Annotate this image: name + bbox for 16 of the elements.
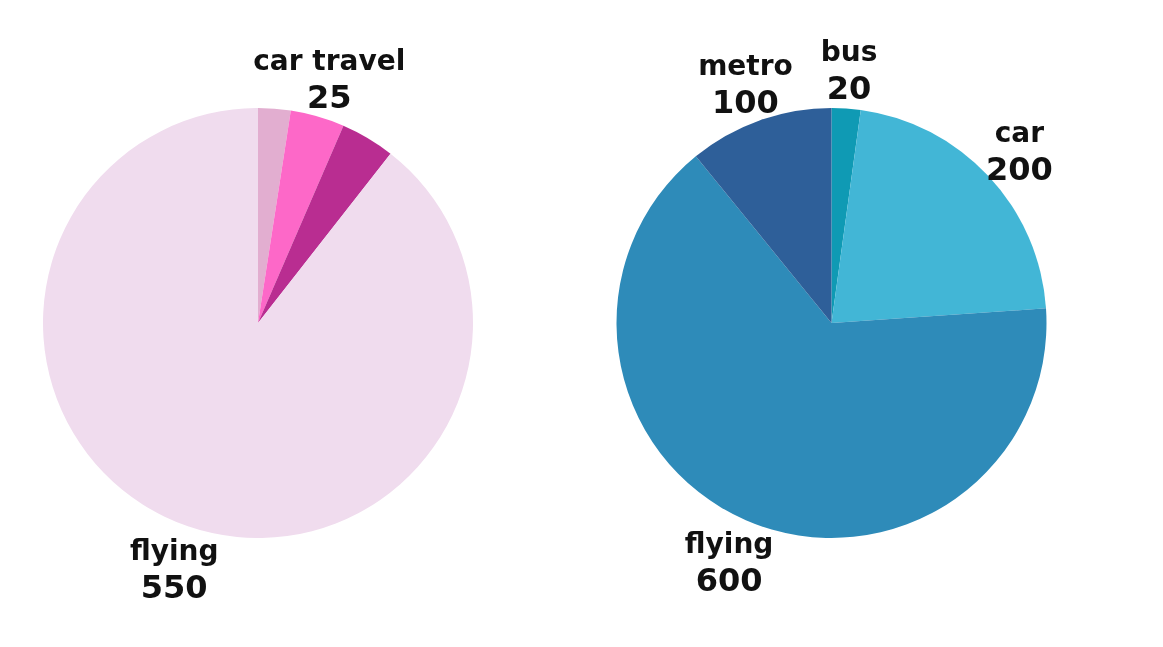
pie-slice xyxy=(43,108,473,538)
data-label: 200 xyxy=(985,149,1053,188)
data-label: 100 xyxy=(712,82,779,121)
data-label: 550 xyxy=(140,567,208,606)
slice-label: metro xyxy=(698,48,793,82)
pie-slice xyxy=(258,125,391,323)
data-label: 600 xyxy=(695,560,763,599)
data-label: 25 xyxy=(306,78,352,117)
slice-label: car xyxy=(994,115,1045,149)
slice-label: flying xyxy=(129,533,219,567)
slice-label: car travel xyxy=(253,44,406,78)
pie-slice xyxy=(258,108,291,323)
data-label: 20 xyxy=(826,68,872,107)
pie-slice xyxy=(258,110,344,323)
slice-label: bus xyxy=(820,34,878,68)
slice-label: flying xyxy=(684,526,774,560)
